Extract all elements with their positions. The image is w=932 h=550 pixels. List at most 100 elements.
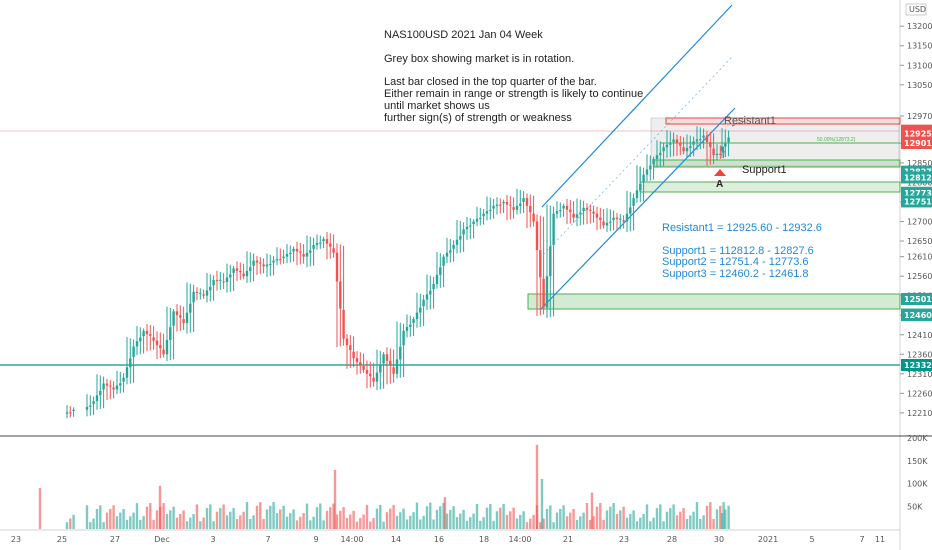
volume-bar [332,503,335,529]
candle-body [402,330,405,346]
price-tick-label: 12650.0 [907,237,932,246]
candle-body [105,383,109,386]
time-tick-label: 16 [434,535,444,544]
candle-body [525,198,529,206]
candle-body [639,184,642,191]
volume-bar [185,521,189,529]
volume-bar [105,512,109,529]
price-tick-label: 12410.0 [907,331,932,340]
volume-bar [469,517,472,529]
volume-bar [139,519,142,529]
price-badge-label: 12773.6 [904,189,932,198]
volume-bar [142,516,145,529]
volume-bar [179,513,182,529]
candle-body [512,207,515,210]
volume-bar [625,517,629,529]
price-badge [901,137,932,149]
volume-bar [333,469,337,529]
volume-bar [172,506,175,529]
volume-bar [727,505,730,529]
candle-body [695,139,699,142]
volume-bar [262,518,265,529]
candle-body [692,141,695,145]
candle-body [635,190,639,199]
volume-bar [532,514,535,529]
candle-body [602,221,605,226]
currency-badge[interactable] [905,3,927,16]
candle-body [122,377,125,382]
volume-bar [359,518,362,529]
volume-bar [285,516,289,529]
volume-bar [302,513,305,529]
time-axis[interactable]: 23 25 27 Dec 3 7 9 14:00 14 16 18 14:00 21 23 28 30 2021… [11,535,885,544]
volume-bar [385,512,389,529]
volume-bar [355,521,359,529]
candle-body [339,281,342,309]
candle-body [285,254,289,257]
volume-bar [282,505,285,529]
volume-bar [452,506,455,529]
candle-body [542,278,545,308]
volume-bar [649,521,652,529]
channel-dash-extension [731,120,746,127]
candle-body [92,401,95,405]
candle-body [569,209,572,213]
volume-bar [269,505,272,529]
volume-bar [615,513,619,529]
candle-body [724,143,727,147]
candle-body [549,246,552,277]
support2-zone [639,181,901,193]
volume-bar [402,508,405,529]
volume-bar [635,521,639,529]
volume-bar [389,508,392,529]
volume-bar [202,517,205,529]
candle-body [629,207,632,214]
volume-bar [405,519,409,529]
candle-body [409,324,412,327]
volume-bar [322,520,325,529]
candle-body [429,290,432,295]
volume-bar [475,503,479,529]
volume-bar [565,516,569,529]
candle-body [582,207,585,212]
candle-body [112,387,115,390]
candle-body [492,205,495,209]
price-axis[interactable]: 12210.0 12260.0 12310.0 12360.0 12410.0 12460… [900,22,932,418]
candle-body [159,345,162,349]
candle-body [622,220,625,222]
candle-body [715,153,719,156]
volume-bar [349,514,352,529]
volume-bar [352,510,355,529]
annotation-line5: further sign(s) of strength or weakness [384,112,572,124]
volume-bar [205,508,209,529]
levels-support1: Support1 = 112812.8 - 12827.6 [662,245,814,257]
price-tick-label: 12560.0 [907,272,932,281]
volume-bar [462,509,465,529]
candle-body [379,364,382,373]
candle-body [425,294,429,300]
candle-body [225,277,229,283]
candle-body [645,169,649,175]
volume-bar [169,510,172,529]
volume-bar [439,506,442,529]
volume-bar [252,515,255,529]
volume-bar [158,485,162,529]
volume-bar [255,505,259,529]
candle-body [369,373,372,377]
volume-bar [619,510,622,529]
candle-body [382,354,385,364]
volume-bar [162,503,165,529]
candle-body [712,148,715,156]
candle-body [139,337,142,342]
volume-bar [365,504,369,529]
candle-body [435,274,439,284]
volume-bar [539,522,542,529]
candle-body [422,299,425,307]
volume-bar [699,518,702,529]
price-badge [901,195,932,208]
candle-body [612,217,615,221]
price-tick-label: 13100.0 [907,61,932,70]
candle-body [315,242,319,245]
candle-body [595,213,599,218]
